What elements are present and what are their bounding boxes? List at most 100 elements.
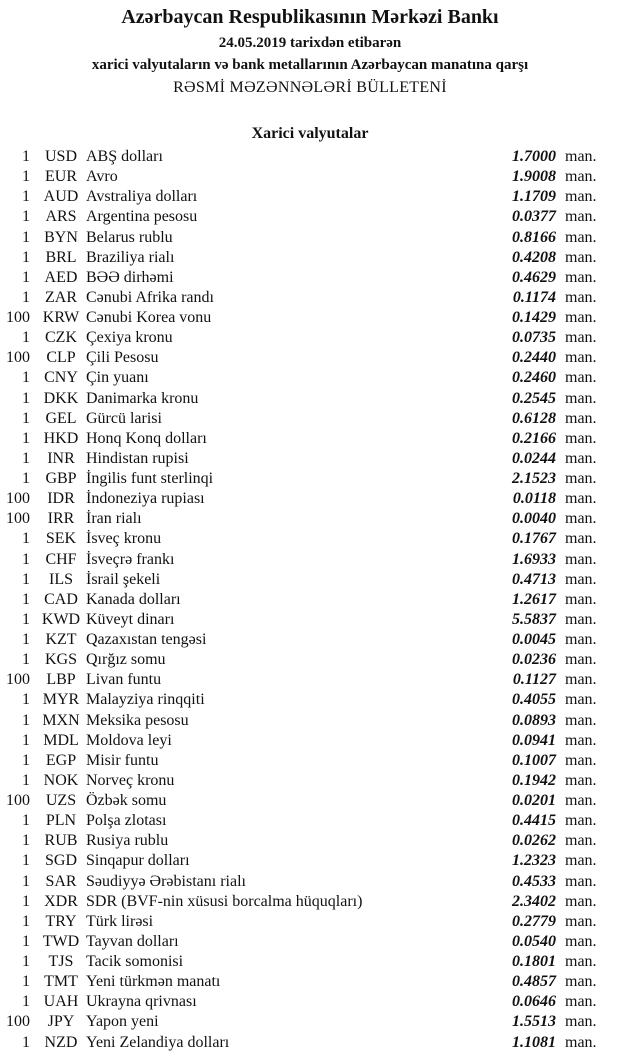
currency-name: İndoneziya rupiası — [86, 490, 205, 508]
currency-unit: man. — [565, 631, 597, 648]
exchange-rate: 0.2166 — [512, 429, 556, 447]
exchange-rate: 0.0735 — [512, 329, 556, 347]
currency-code: NZD — [44, 1033, 78, 1051]
nominal-amount: 1 — [22, 610, 30, 628]
currency-name: Çin yuanı — [86, 369, 149, 387]
currency-unit: man. — [565, 309, 597, 326]
currency-unit: man. — [565, 409, 597, 427]
exchange-rate: 0.4857 — [512, 973, 556, 991]
table-row: 100 CLP Çili Pesosu 0.2440 man. — [0, 348, 620, 368]
currency-code: MDL — [43, 731, 79, 749]
currency-unit: man. — [565, 168, 597, 186]
nominal-amount: 1 — [22, 409, 30, 427]
exchange-rate: 0.4055 — [512, 691, 556, 709]
table-row: 1 EUR Avro 1.9008 man. — [0, 167, 620, 187]
currency-unit: man. — [565, 288, 597, 306]
nominal-amount: 1 — [22, 168, 30, 186]
table-row: 100 UZS Özbək somu 0.0201 man. — [0, 791, 620, 811]
currency-name: BƏƏ dirhəmi — [86, 268, 174, 286]
currency-unit: man. — [565, 711, 597, 729]
currency-code: RUB — [44, 832, 78, 850]
table-row: 1 CAD Kanada dolları 1.2617 man. — [0, 590, 620, 610]
exchange-rate: 0.0045 — [512, 631, 556, 648]
table-row: 1 AED BƏƏ dirhəmi 0.4629 man. — [0, 268, 620, 288]
currency-code: TRY — [45, 912, 77, 930]
exchange-rate: 0.1127 — [512, 671, 556, 689]
bulletin-heading: RƏSMİ MƏZƏNNƏLƏRİ BÜLLETENİ — [173, 79, 447, 96]
table-row: 1 ZAR Cənubi Afrika randı 0.1174 man. — [0, 288, 620, 308]
nominal-amount: 1 — [22, 369, 30, 387]
currency-unit: man. — [565, 932, 597, 950]
nominal-amount: 100 — [6, 792, 30, 809]
effective-date: 24.05.2019 tarixdən etibarən — [218, 35, 402, 51]
exchange-rate: 1.2617 — [512, 590, 556, 608]
exchange-rate: 0.8166 — [512, 228, 556, 246]
currency-code: ZAR — [45, 288, 77, 306]
exchange-rate: 0.4415 — [512, 812, 556, 830]
nominal-amount: 1 — [22, 389, 30, 407]
nominal-amount: 1 — [22, 892, 30, 910]
currency-unit: man. — [565, 490, 597, 508]
nominal-amount: 1 — [22, 288, 30, 306]
exchange-rate: 0.2545 — [512, 389, 556, 407]
nominal-amount: 1 — [22, 852, 30, 870]
currency-unit: man. — [565, 691, 597, 709]
currency-code: TJS — [48, 953, 74, 970]
currency-unit: man. — [565, 1013, 597, 1031]
table-row: 1 KZT Qazaxıstan tengəsi 0.0045 man. — [0, 630, 620, 650]
table-row: 1 HKD Honq Konq dolları 0.2166 man. — [0, 429, 620, 449]
currency-name: İsrail şekeli — [86, 570, 161, 588]
exchange-rate: 0.2779 — [512, 912, 556, 930]
currency-code: SEK — [45, 530, 77, 548]
table-row: 1 GBP İngilis funt sterlinqi 2.1523 man. — [0, 469, 620, 489]
exchange-rate: 0.1174 — [512, 288, 556, 306]
table-row: 100 IRR İran rialı 0.0040 man. — [0, 509, 620, 529]
table-row: 1 ILS İsrail şekeli 0.4713 man. — [0, 570, 620, 590]
nominal-amount: 1 — [22, 329, 30, 347]
currency-name: Səudiyyə Ərəbistanı rialı — [86, 872, 246, 890]
currency-name: Yapon yeni — [86, 1013, 159, 1031]
currency-name: Livan funtu — [86, 671, 162, 689]
nominal-amount: 1 — [22, 268, 30, 286]
exchange-rate: 0.0893 — [512, 711, 556, 729]
currency-unit: man. — [565, 329, 597, 347]
currency-name: Danimarka kronu — [86, 389, 199, 407]
currency-code: LBP — [46, 671, 76, 689]
currency-name: Türk lirəsi — [86, 912, 154, 930]
table-row: 1 EGP Misir funtu 0.1007 man. — [0, 751, 620, 771]
table-row: 1 NOK Norveç kronu 0.1942 man. — [0, 771, 620, 791]
nominal-amount: 100 — [6, 309, 30, 326]
exchange-rate: 1.2323 — [512, 852, 556, 870]
nominal-amount: 1 — [22, 148, 30, 165]
nominal-amount: 1 — [22, 248, 30, 266]
currency-unit: man. — [565, 268, 597, 286]
document-subtitle: xarici valyutaların və bank metallarının… — [91, 57, 529, 73]
nominal-amount: 1 — [22, 731, 30, 749]
currency-name: Özbək somu — [86, 792, 167, 809]
currency-unit: man. — [565, 470, 597, 487]
table-row: 1 CHF İsveçrə frankı 1.6933 man. — [0, 550, 620, 570]
nominal-amount: 1 — [22, 993, 30, 1011]
table-row: 1 CNY Çin yuanı 0.2460 man. — [0, 368, 620, 388]
nominal-amount: 1 — [22, 953, 30, 970]
nominal-amount: 1 — [22, 570, 30, 588]
nominal-amount: 100 — [6, 510, 30, 528]
currency-name: Misir funtu — [86, 751, 159, 769]
currency-unit: man. — [565, 369, 597, 387]
currency-code: SGD — [44, 852, 77, 870]
currency-name: Hindistan rupisi — [86, 449, 189, 467]
currency-name: Honq Konq dolları — [86, 429, 207, 447]
currency-unit: man. — [565, 349, 597, 367]
exchange-rate: 0.1767 — [512, 530, 556, 548]
table-row: 1 KWD Küveyt dinarı 5.5837 man. — [0, 610, 620, 630]
currency-unit: man. — [565, 530, 597, 548]
exchange-rate: 0.0201 — [512, 792, 556, 809]
currency-unit: man. — [565, 188, 597, 206]
currency-name: İngilis funt sterlinqi — [86, 470, 214, 487]
currency-name: Meksika pesosu — [86, 711, 189, 729]
table-row: 1 SAR Səudiyyə Ərəbistanı rialı 0.4533 man. — [0, 872, 620, 892]
currency-name: İsveçrə frankı — [86, 550, 175, 568]
table-row: 1 CZK Çexiya kronu 0.0735 man. — [0, 328, 620, 348]
exchange-rate: 0.0377 — [512, 208, 556, 226]
currency-unit: man. — [565, 993, 597, 1011]
